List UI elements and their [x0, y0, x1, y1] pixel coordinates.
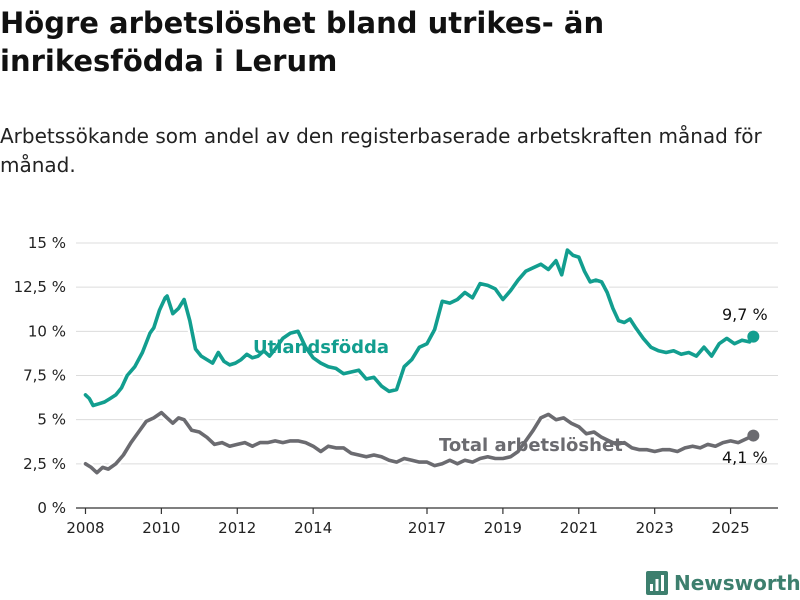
x-tick-label: 2025 — [711, 519, 749, 537]
series-line-utlandsfodda — [83, 248, 756, 408]
x-tick-label: 2014 — [294, 519, 332, 537]
series-halo-utlandsfodda — [81, 246, 758, 410]
y-tick-label: 12,5 % — [14, 278, 66, 296]
end-label-utlandsfodda: 9,7 % — [722, 305, 768, 324]
y-axis-ticks: 0 % 2,5 % 5 % 7,5 % 10 % 12,5 % 15 % — [14, 234, 66, 517]
y-tick-label: 0 % — [37, 499, 66, 517]
line-chart: 0 %2,5 %5 %7,5 %10 %12,5 %15 % 2008 2010 2… — [14, 234, 778, 537]
brand-name: Newsworthy — [674, 571, 800, 595]
y-tick-label: 10 % — [28, 322, 66, 340]
series-line-total-arbetsloshet — [83, 410, 756, 475]
end-point-total-arbetsloshet — [747, 429, 760, 442]
end-label-total-arbetsloshet: 4,1 % — [722, 448, 768, 467]
x-tick-label: 2008 — [66, 519, 104, 537]
x-tick-label: 2010 — [142, 519, 180, 537]
end-point-utlandsfodda — [747, 330, 760, 343]
series-utlandsfodda — [81, 246, 760, 410]
y-tick-label: 7,5 % — [23, 367, 66, 385]
x-tick-label: 2021 — [560, 519, 598, 537]
y-tick-label: 15 % — [28, 234, 66, 252]
x-tick-label: 2017 — [408, 519, 446, 537]
x-tick-label: 2019 — [484, 519, 522, 537]
series-label-utlandsfodda: Utlandsfödda — [253, 337, 389, 358]
bar-chart-logo-icon — [646, 571, 668, 595]
y-tick-label: 5 % — [37, 411, 66, 429]
x-tick-label: 2023 — [636, 519, 674, 537]
chart-title: Högre arbetslöshet bland utrikes- än inr… — [0, 6, 605, 78]
newsworthy-brand: Newsworthy — [646, 568, 800, 598]
chart-subtitle: Arbetssökande som andel av den registerb… — [0, 124, 762, 177]
series-total-arbetsloshet — [81, 408, 760, 477]
series-label-total-arbetsloshet: Total arbetslöshet — [439, 435, 623, 456]
y-tick-label: 2,5 % — [23, 455, 66, 473]
x-axis: 2008 2010 2012 2014 2017 2019 2021 2023 2025 — [66, 507, 778, 537]
x-tick-label: 2012 — [218, 519, 256, 537]
